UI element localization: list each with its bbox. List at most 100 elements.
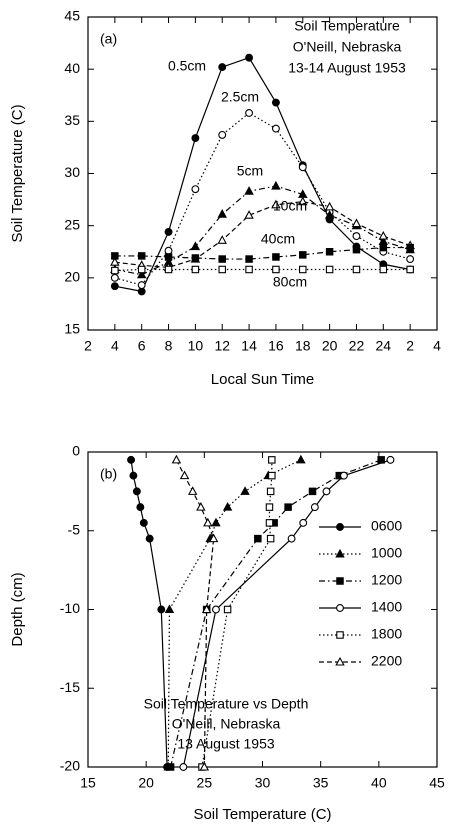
marker <box>266 534 275 543</box>
marker <box>211 517 221 527</box>
legend-label: 0600 <box>371 518 402 534</box>
y-axis-label: Soil Temperature (C) <box>9 104 26 242</box>
x-axis-label: Soil Temperature (C) <box>193 806 331 823</box>
marker <box>212 605 220 614</box>
series-label: 5cm <box>237 163 263 179</box>
marker <box>110 273 119 282</box>
marker <box>127 455 135 464</box>
marker <box>272 265 280 274</box>
y-tick-label: 45 <box>64 8 80 24</box>
marker <box>296 454 306 464</box>
y-tick-label: 15 <box>64 321 80 337</box>
marker <box>164 604 175 614</box>
x-tick-label: 24 <box>376 338 392 354</box>
marker <box>245 255 253 263</box>
marker <box>271 124 280 133</box>
y-tick-label: 20 <box>64 269 80 285</box>
marker <box>179 763 188 771</box>
marker <box>266 487 275 496</box>
marker <box>271 199 281 209</box>
series-label: 10cm <box>273 198 307 214</box>
legend-marker <box>335 656 345 666</box>
x-tick-label: 8 <box>165 338 173 354</box>
marker <box>240 486 250 495</box>
panel-label: (b) <box>100 466 117 482</box>
marker <box>245 265 253 274</box>
marker <box>271 98 280 107</box>
x-tick-label: 16 <box>268 338 284 354</box>
marker <box>110 282 119 291</box>
x-tick-label: 10 <box>188 338 204 354</box>
marker <box>164 246 173 255</box>
y-tick-label: 0 <box>72 443 80 459</box>
marker <box>164 265 173 274</box>
x-tick-label: 30 <box>255 775 271 791</box>
x-tick-label: 2 <box>84 338 92 354</box>
marker <box>272 253 280 261</box>
chart-title: O'Neill, Nebraska <box>172 716 281 732</box>
marker <box>157 605 166 614</box>
marker <box>191 265 200 274</box>
marker <box>110 257 120 266</box>
marker <box>137 252 146 260</box>
marker <box>218 255 226 263</box>
marker <box>218 63 227 72</box>
marker <box>137 265 146 274</box>
series-line <box>114 112 411 286</box>
marker <box>265 519 274 527</box>
legend-marker <box>336 631 344 639</box>
marker <box>191 185 200 194</box>
marker <box>199 761 210 771</box>
legend-marker <box>336 523 344 531</box>
marker <box>166 763 175 771</box>
series-line <box>114 185 411 276</box>
x-tick-label: 20 <box>322 338 338 354</box>
x-tick-label: 40 <box>371 775 387 791</box>
marker <box>352 265 361 274</box>
marker <box>129 471 138 480</box>
x-tick-label: 45 <box>429 775 445 791</box>
marker <box>254 534 262 543</box>
x-tick-label: 12 <box>214 338 230 354</box>
marker <box>378 230 389 240</box>
x-tick-label: 14 <box>241 338 257 354</box>
marker <box>217 209 227 218</box>
marker <box>217 235 227 244</box>
series-label: 2.5cm <box>221 89 259 105</box>
marker <box>111 252 119 260</box>
legend-marker <box>336 604 344 612</box>
marker <box>386 455 395 464</box>
panel-label: (a) <box>100 31 117 47</box>
marker <box>406 243 414 252</box>
x-tick-label: 2 <box>406 338 414 354</box>
marker <box>287 534 296 543</box>
marker <box>223 605 232 614</box>
marker <box>222 501 233 511</box>
y-tick-label: -5 <box>68 521 81 537</box>
series-line <box>114 201 411 269</box>
x-tick-label: 4 <box>111 338 119 354</box>
marker <box>245 109 254 117</box>
y-tick-label: -20 <box>60 758 80 774</box>
marker <box>406 265 414 274</box>
x-tick-label: 15 <box>80 775 96 791</box>
marker <box>298 196 308 206</box>
legend-label: 1200 <box>371 572 402 588</box>
marker <box>187 486 198 495</box>
chart-title: 13-14 August 1953 <box>288 60 406 76</box>
series-line <box>170 459 382 768</box>
marker <box>139 518 148 527</box>
marker <box>310 503 319 512</box>
marker <box>324 201 335 211</box>
marker <box>244 186 254 195</box>
y-tick-label: 25 <box>64 216 80 232</box>
marker <box>245 53 254 62</box>
x-tick-label: 22 <box>349 338 365 354</box>
marker <box>190 241 201 251</box>
marker <box>218 265 226 274</box>
y-tick-label: -15 <box>60 679 80 695</box>
marker <box>406 255 415 264</box>
chart: 2 4 6 8 10 12 14 16 18 20 22 24 2 415202530354045Loca… <box>9 8 441 388</box>
marker <box>299 251 307 259</box>
